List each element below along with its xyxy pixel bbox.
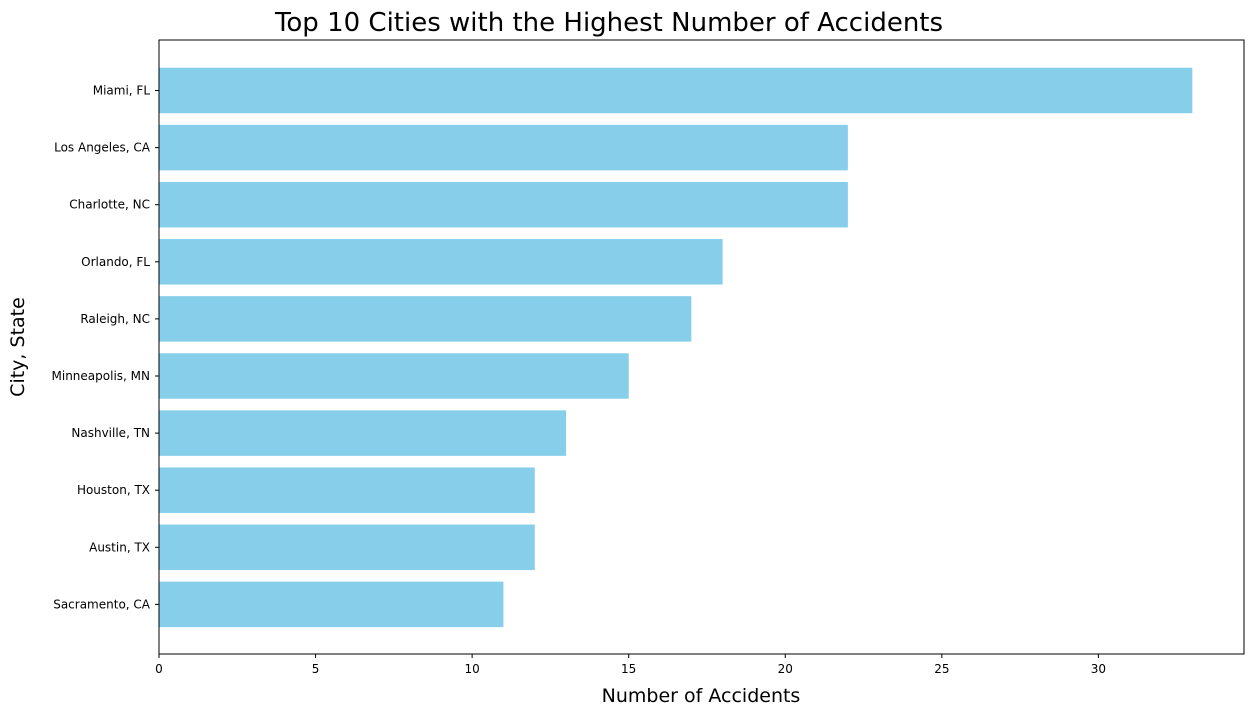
bar-sacramento-ca (159, 581, 504, 628)
y-tick-label: Miami, FL (93, 84, 151, 98)
chart-title: Top 10 Cities with the Highest Number of… (274, 8, 943, 38)
y-tick-label: Sacramento, CA (53, 597, 151, 611)
bar-minneapolis-mn (159, 353, 629, 399)
x-tick-label: 5 (312, 662, 320, 676)
x-tick-label: 10 (464, 662, 479, 676)
x-axis-label: Number of Accidents (602, 685, 801, 707)
bar-charlotte-nc (159, 181, 848, 228)
x-tick-label: 0 (155, 662, 163, 676)
y-tick-label: Los Angeles, CA (54, 141, 151, 155)
y-tick-label: Orlando, FL (81, 255, 150, 269)
bar-raleigh-nc (159, 296, 692, 342)
bar-austin-tx (159, 524, 535, 571)
x-tick-label: 20 (778, 662, 793, 676)
x-tick-label: 30 (1091, 662, 1106, 676)
bar-nashville-tn (159, 410, 567, 456)
bars-group (159, 67, 1193, 628)
bar-orlando-fl (159, 239, 723, 285)
x-axis-ticks: 0 5 10 15 20 25 30 (155, 654, 1106, 676)
y-tick-label: Austin, TX (89, 540, 150, 554)
y-tick-label: Charlotte, NC (69, 198, 150, 212)
y-axis-label: City, State (7, 297, 29, 397)
y-tick-label: Nashville, TN (71, 426, 150, 440)
x-tick-label: 15 (621, 662, 636, 676)
y-axis-ticks: Miami, FL Los Angeles, CA Charlotte, NC Orl… (52, 84, 159, 611)
y-tick-label: Houston, TX (77, 483, 150, 497)
plot-frame (158, 39, 1245, 655)
bar-los-angeles-ca (159, 124, 848, 171)
bar-houston-tx (159, 467, 535, 513)
y-tick-label: Minneapolis, MN (52, 369, 150, 383)
y-tick-label: Raleigh, NC (80, 312, 150, 326)
bar-miami-fl (159, 67, 1193, 114)
x-tick-label: 25 (934, 662, 949, 676)
